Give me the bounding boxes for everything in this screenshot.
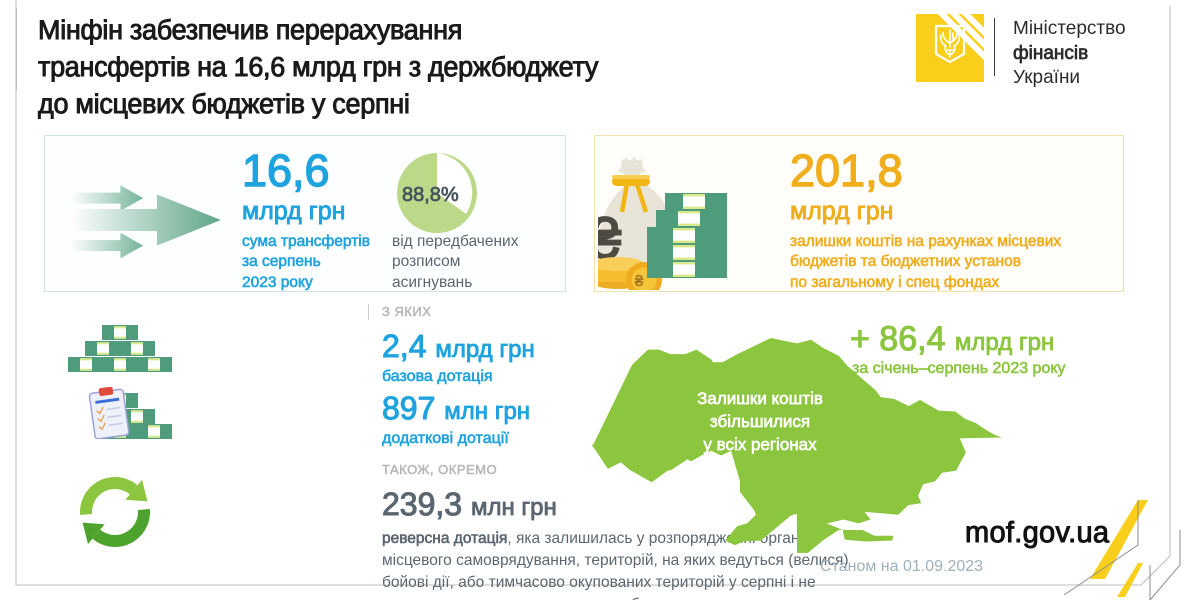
svg-text:₴: ₴ [634, 273, 644, 290]
